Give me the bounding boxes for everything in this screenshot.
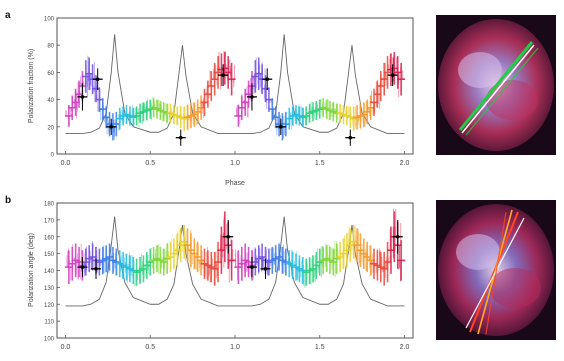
y-axis-label: Polarization angle (deg) bbox=[28, 233, 35, 307]
axis-ticks: 0.0 0.5 1.0 1.5 2.0 0 20 40 60 80 100 bbox=[44, 17, 410, 168]
y-tick-label: 80 bbox=[47, 44, 54, 50]
x-tick-label: 1.0 bbox=[230, 344, 240, 351]
reference-curve bbox=[65, 216, 405, 307]
x-tick-label: 0.0 bbox=[61, 344, 71, 351]
y-tick-label: 20 bbox=[47, 125, 54, 131]
black-marker bbox=[250, 265, 254, 269]
y-tick-label: 140 bbox=[44, 269, 55, 275]
polarization-line bbox=[465, 217, 525, 329]
y-tick-label: 180 bbox=[44, 202, 55, 208]
x-tick-label: 1.5 bbox=[315, 344, 325, 351]
polarization-line bbox=[485, 211, 507, 335]
x-tick-label: 1.5 bbox=[315, 160, 325, 167]
y-tick-label: 120 bbox=[44, 303, 55, 309]
panel-b: b Polarization angle (deg) 0.0 0.5 1.0 1.5 2… bbox=[5, 195, 414, 352]
y-tick-label: 40 bbox=[47, 98, 54, 104]
x-tick-label: 0.0 bbox=[61, 160, 71, 167]
y-tick-label: 130 bbox=[44, 286, 55, 292]
black-marker bbox=[94, 267, 98, 271]
black-marker bbox=[265, 77, 270, 81]
nebula-image-top bbox=[436, 15, 556, 155]
black-marker bbox=[263, 267, 268, 271]
reference-curve-line bbox=[65, 216, 405, 307]
polarization-line bbox=[469, 211, 519, 333]
black-marker bbox=[109, 125, 114, 129]
data-points bbox=[64, 50, 406, 146]
y-tick-label: 100 bbox=[44, 17, 55, 23]
black-marker bbox=[278, 125, 283, 129]
y-tick-label: 60 bbox=[47, 71, 54, 77]
black-marker bbox=[390, 73, 395, 77]
y-tick-label: 100 bbox=[44, 337, 55, 343]
y-tick-label: 150 bbox=[44, 252, 55, 258]
black-marker bbox=[348, 135, 353, 140]
x-tick-label: 2.0 bbox=[400, 344, 410, 351]
panel-letter: a bbox=[5, 10, 11, 21]
x-tick-label: 0.5 bbox=[145, 160, 155, 167]
panel-letter: b bbox=[5, 195, 11, 206]
x-axis-label: Phase bbox=[225, 180, 245, 187]
x-tick-label: 1.0 bbox=[230, 160, 240, 167]
black-marker bbox=[95, 77, 100, 81]
x-tick-label: 2.0 bbox=[400, 160, 410, 167]
black-marker bbox=[221, 73, 225, 77]
black-marker bbox=[395, 234, 400, 239]
y-tick-label: 0 bbox=[51, 153, 55, 159]
x-tick-label: 0.5 bbox=[145, 344, 155, 351]
polarization-line bbox=[461, 44, 535, 134]
y-tick-label: 170 bbox=[44, 218, 55, 224]
polarization-lines bbox=[458, 41, 539, 136]
axis-ticks: 0.0 0.5 1.0 1.5 2.0 100 110 120 130 140 150 160 170 1… bbox=[44, 202, 410, 352]
polarization-line bbox=[458, 41, 534, 131]
y-axis-label: Polarization fraction (%) bbox=[28, 49, 35, 123]
polarization-lines bbox=[465, 209, 525, 335]
black-marker bbox=[226, 234, 231, 239]
black-marker bbox=[80, 265, 85, 269]
black-marker bbox=[80, 95, 85, 99]
black-marker bbox=[178, 135, 183, 140]
polarization-line bbox=[465, 47, 539, 136]
data-points bbox=[64, 208, 406, 289]
nebula-image-bottom bbox=[436, 200, 556, 340]
panel-a: a Polarization fraction (%) Phase 0.0 0.5… bbox=[5, 10, 414, 187]
plot-frame bbox=[56, 202, 414, 339]
y-tick-label: 160 bbox=[44, 235, 55, 241]
black-marker bbox=[250, 95, 254, 99]
y-tick-label: 110 bbox=[44, 320, 54, 326]
